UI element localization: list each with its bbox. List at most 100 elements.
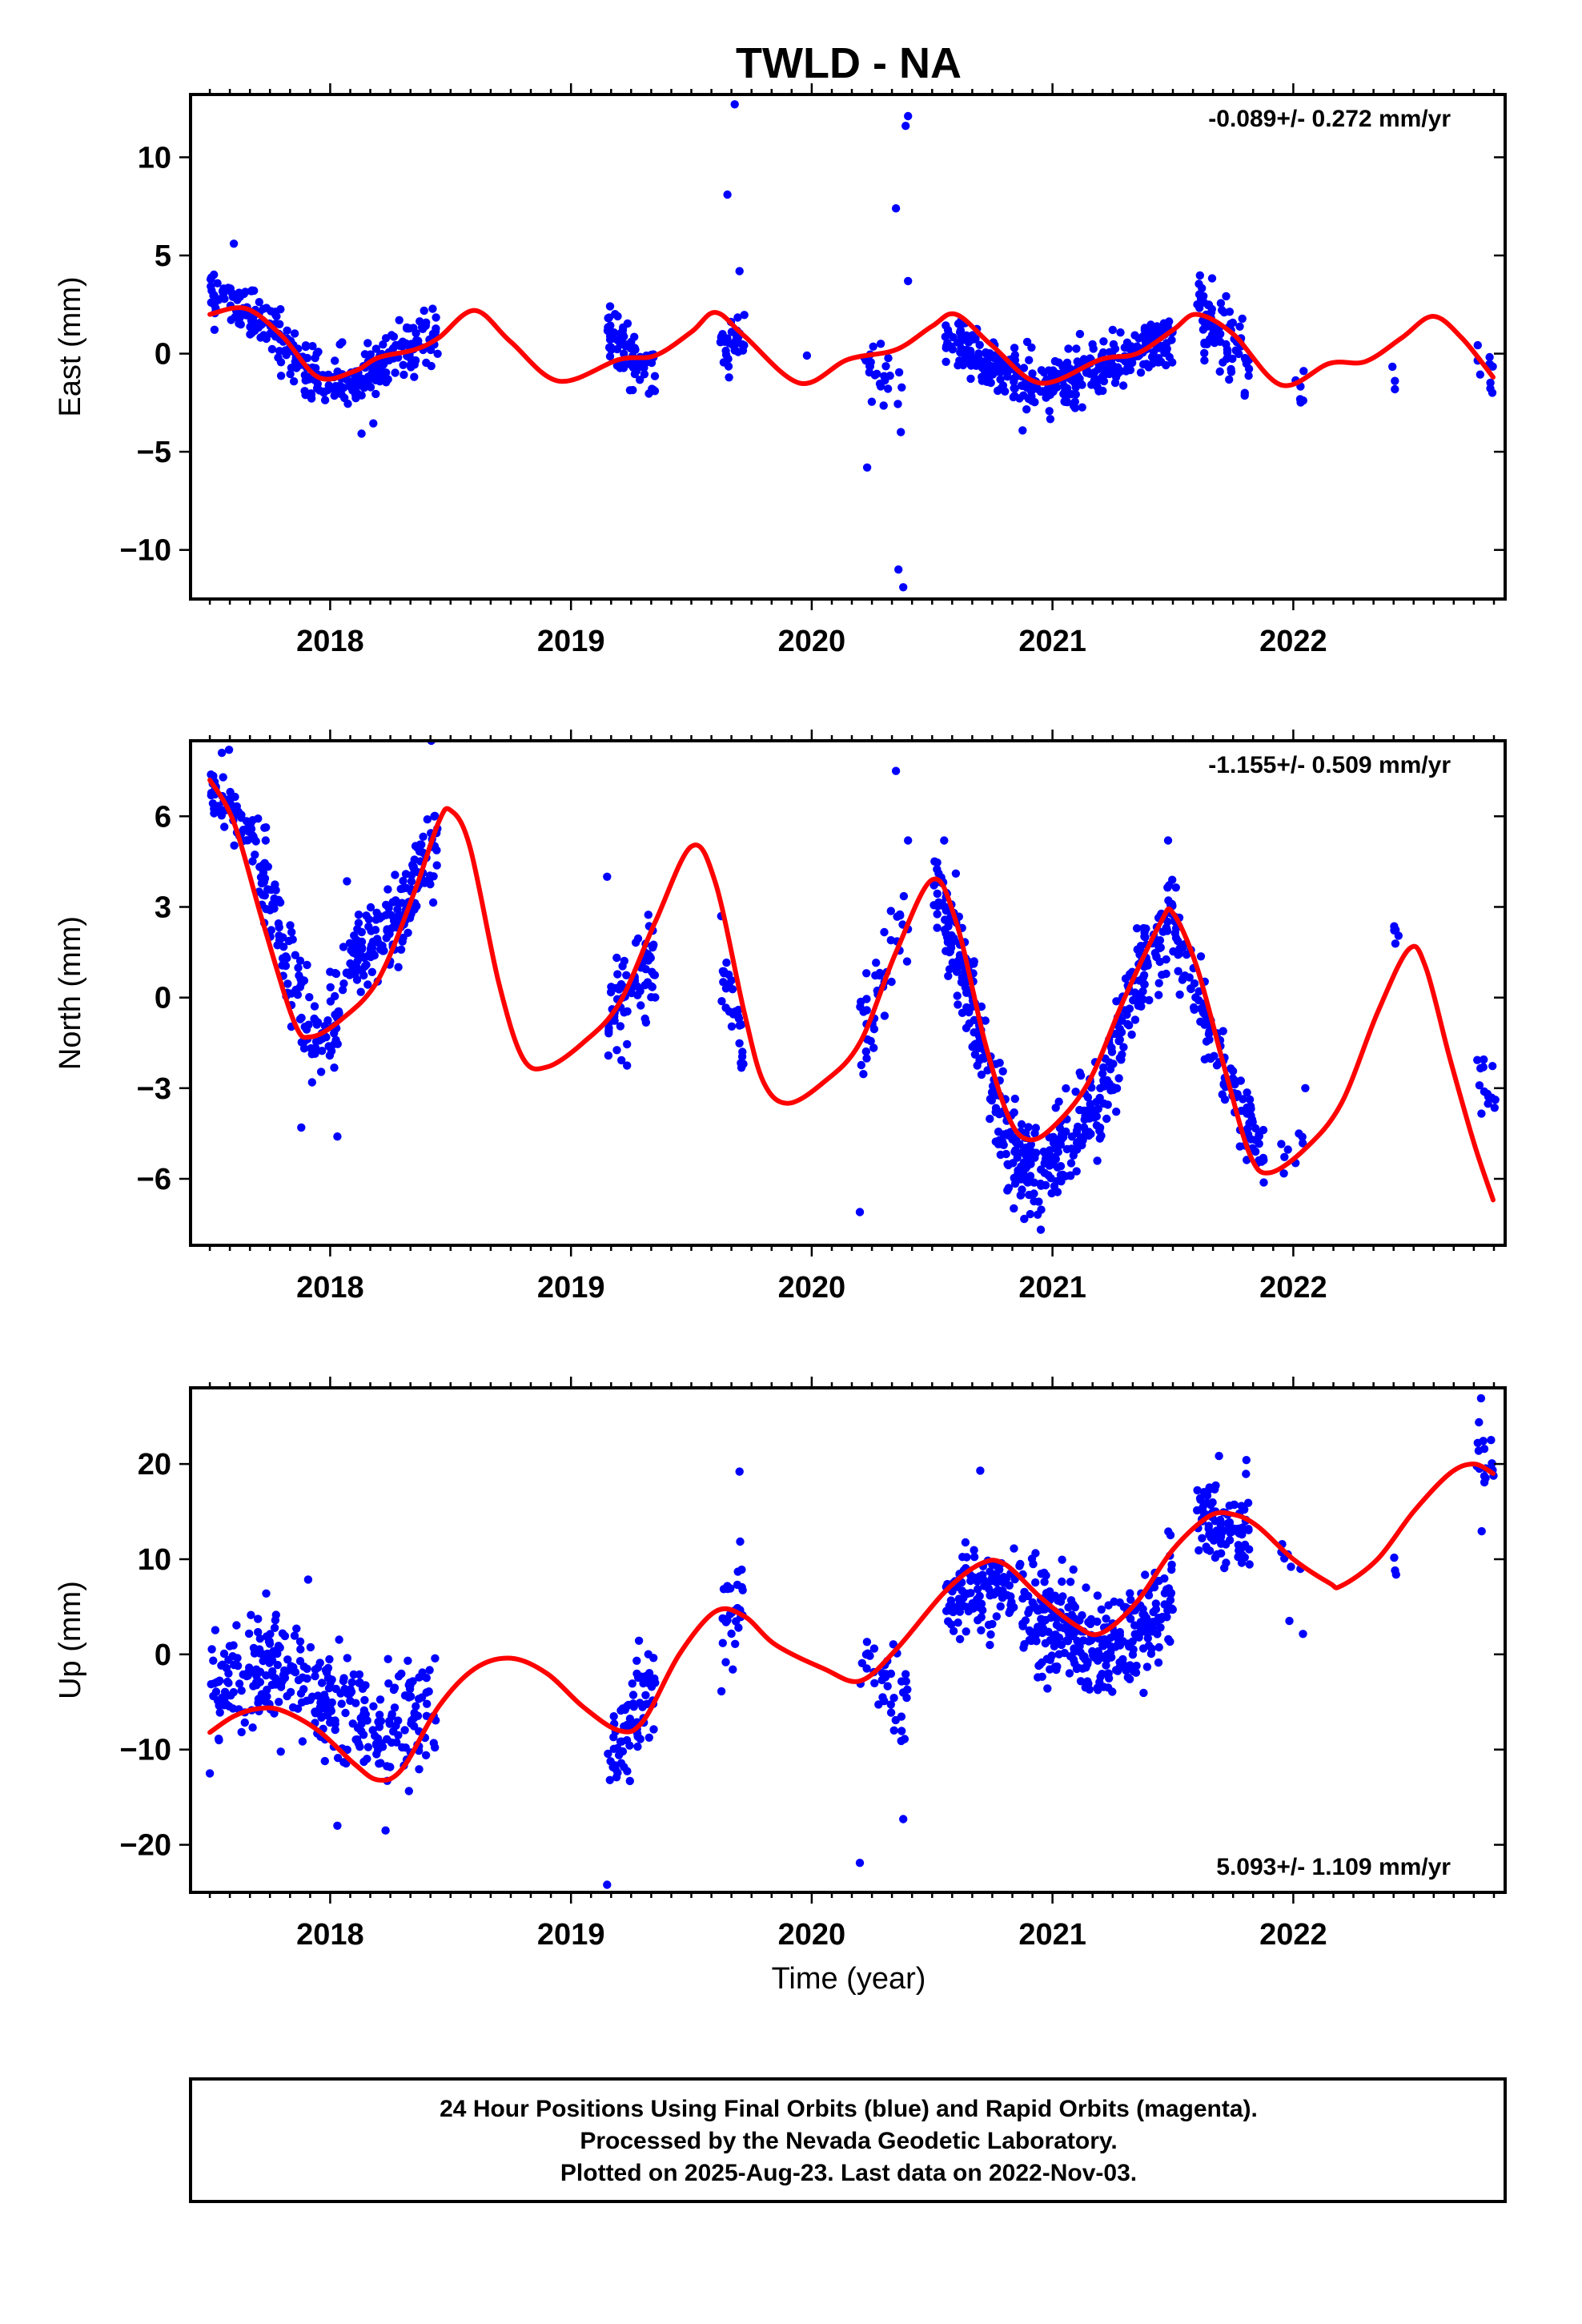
y-tick-label: −3 bbox=[137, 1072, 171, 1106]
data-point bbox=[622, 1720, 632, 1730]
data-point bbox=[865, 362, 875, 371]
data-point bbox=[419, 832, 428, 842]
data-point bbox=[395, 910, 404, 919]
data-point bbox=[902, 957, 912, 966]
data-point bbox=[1086, 1619, 1095, 1629]
data-point bbox=[334, 1007, 343, 1016]
plot-frame bbox=[189, 739, 1507, 1247]
data-point bbox=[428, 304, 437, 313]
data-point bbox=[986, 1630, 995, 1639]
data-point bbox=[900, 1735, 909, 1743]
data-point bbox=[207, 1645, 216, 1654]
data-point bbox=[1200, 356, 1209, 365]
data-point bbox=[609, 1712, 618, 1721]
data-point bbox=[855, 1859, 865, 1868]
data-point bbox=[955, 1607, 965, 1616]
data-point bbox=[1203, 1545, 1212, 1554]
data-point bbox=[262, 1589, 271, 1598]
data-point bbox=[1093, 1156, 1102, 1165]
data-point bbox=[1016, 1559, 1025, 1569]
data-point bbox=[287, 1662, 295, 1671]
data-point bbox=[976, 1466, 985, 1475]
data-point bbox=[968, 333, 977, 343]
data-point bbox=[1255, 1132, 1264, 1140]
data-point bbox=[640, 364, 648, 372]
data-point bbox=[954, 1000, 962, 1009]
data-point bbox=[880, 1011, 889, 1020]
data-point bbox=[862, 1664, 871, 1673]
data-point bbox=[1098, 1063, 1108, 1072]
data-point bbox=[335, 381, 344, 390]
data-point bbox=[224, 746, 234, 754]
data-point bbox=[330, 1029, 339, 1038]
data-point bbox=[1225, 1536, 1235, 1545]
data-point bbox=[408, 1677, 417, 1686]
data-point bbox=[1064, 344, 1073, 353]
data-point bbox=[271, 1616, 280, 1625]
data-point bbox=[1145, 995, 1154, 1005]
data-point bbox=[339, 979, 348, 988]
data-point bbox=[359, 971, 368, 980]
data-point bbox=[944, 329, 954, 338]
data-point bbox=[717, 1687, 726, 1696]
data-point bbox=[219, 1649, 229, 1659]
data-point bbox=[319, 388, 328, 396]
data-point bbox=[1106, 368, 1115, 377]
data-point bbox=[363, 1716, 371, 1725]
data-point bbox=[417, 1693, 427, 1702]
data-point bbox=[423, 815, 432, 824]
data-point bbox=[899, 583, 908, 592]
data-point bbox=[1219, 1027, 1227, 1035]
data-point bbox=[311, 1707, 319, 1716]
data-point bbox=[1168, 875, 1177, 884]
data-point bbox=[400, 370, 408, 380]
data-point bbox=[1051, 1144, 1060, 1153]
data-point bbox=[1046, 415, 1055, 424]
data-point bbox=[346, 382, 355, 391]
data-point bbox=[608, 1763, 617, 1771]
data-point bbox=[223, 1677, 232, 1687]
data-point bbox=[1106, 1634, 1115, 1642]
data-point bbox=[1240, 354, 1250, 363]
data-point bbox=[1159, 319, 1169, 328]
data-point bbox=[942, 321, 950, 330]
y-tick-label: −5 bbox=[137, 436, 171, 469]
data-point bbox=[307, 1078, 316, 1087]
data-point bbox=[1089, 344, 1098, 353]
data-point bbox=[230, 841, 239, 850]
data-point bbox=[275, 1698, 283, 1707]
data-point bbox=[1039, 1147, 1048, 1156]
y-tick-label: 0 bbox=[155, 1638, 171, 1672]
data-point bbox=[1200, 348, 1209, 358]
data-point bbox=[620, 956, 628, 966]
data-point bbox=[1043, 1684, 1052, 1693]
data-point bbox=[1171, 883, 1181, 892]
data-point bbox=[1480, 1055, 1488, 1064]
data-point bbox=[274, 353, 283, 362]
data-point bbox=[719, 967, 729, 976]
rate-annotation: -0.089+/- 0.272 mm/yr bbox=[1208, 106, 1451, 132]
data-point bbox=[399, 876, 408, 886]
data-point bbox=[1138, 987, 1147, 996]
data-point bbox=[359, 1706, 369, 1715]
data-point bbox=[933, 910, 942, 919]
data-point bbox=[1180, 971, 1190, 980]
data-point bbox=[894, 368, 904, 377]
data-point bbox=[1083, 1677, 1092, 1686]
data-point bbox=[1114, 1036, 1123, 1046]
data-point bbox=[1073, 357, 1082, 366]
data-point bbox=[940, 836, 949, 845]
data-point bbox=[381, 1826, 390, 1835]
data-point bbox=[1092, 1121, 1102, 1130]
data-point bbox=[966, 1589, 975, 1598]
data-point bbox=[1083, 1093, 1093, 1102]
data-point bbox=[368, 949, 377, 958]
data-point bbox=[359, 1731, 368, 1739]
data-point bbox=[367, 967, 376, 977]
data-point bbox=[311, 1037, 321, 1046]
data-point bbox=[266, 329, 275, 338]
data-point bbox=[1285, 1616, 1294, 1626]
data-point bbox=[640, 370, 649, 379]
data-point bbox=[930, 901, 938, 910]
